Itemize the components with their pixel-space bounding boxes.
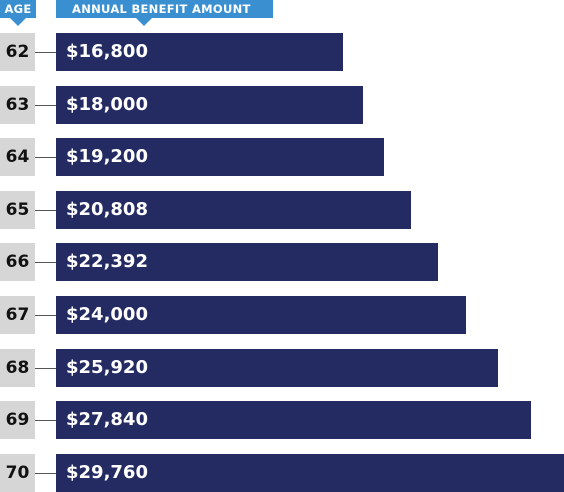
benefit-bar: $25,920 [56,349,498,387]
benefit-bar: $24,000 [56,296,466,334]
benefit-bar: $16,800 [56,33,343,71]
connector-line [35,473,56,474]
age-label: 62 [0,33,35,71]
age-label: 68 [0,349,35,387]
age-label: 66 [0,243,35,281]
connector-line [35,210,56,211]
age-label: 67 [0,296,35,334]
benefit-bar: $27,840 [56,401,531,439]
benefit-bar: $18,000 [56,86,363,124]
benefit-bar: $19,200 [56,138,384,176]
benefit-bar: $29,760 [56,454,564,492]
benefit-bar: $20,808 [56,191,411,229]
connector-line [35,262,56,263]
age-label: 63 [0,86,35,124]
connector-line [35,315,56,316]
age-column-header: AGE [0,0,36,26]
age-label: 65 [0,191,35,229]
age-label: 70 [0,454,35,492]
connector-line [35,105,56,106]
connector-line [35,420,56,421]
benefit-bar: $22,392 [56,243,438,281]
age-label: 69 [0,401,35,439]
connector-line [35,157,56,158]
connector-line [35,368,56,369]
age-label: 64 [0,138,35,176]
connector-line [35,52,56,53]
benefit-column-header: ANNUAL BENEFIT AMOUNT [56,0,273,26]
